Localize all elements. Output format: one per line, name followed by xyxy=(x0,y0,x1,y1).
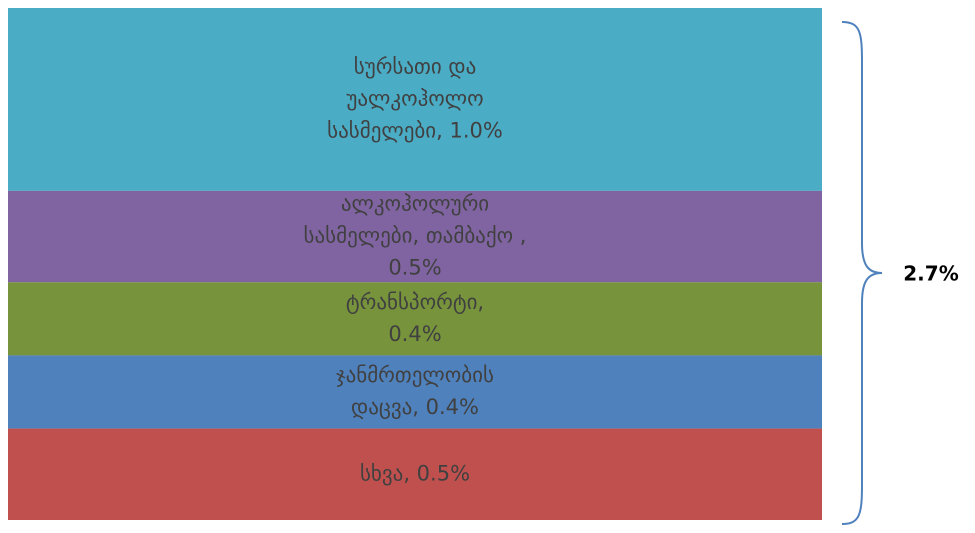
segment-2-label-line-1: 0.4% xyxy=(388,322,441,346)
total-brace xyxy=(841,21,883,525)
segment-3-label-line-1: დაცვა, 0.4% xyxy=(351,395,479,419)
segment-2-label-line-0: ტრანსპორტი, xyxy=(346,290,484,314)
segments-layer xyxy=(8,8,822,520)
segment-3-label-line-0: ჯანმრთელობის xyxy=(336,363,494,387)
segment-0-label-line-2: სასმელები, 1.0% xyxy=(327,118,503,142)
segment-1-label-line-0: ალკოჰოლური xyxy=(341,192,489,216)
segment-1 xyxy=(8,190,822,283)
segment-4-label-line-0: სხვა, 0.5% xyxy=(360,461,470,485)
segment-1-label-line-1: სასმელები, თამბაქო , xyxy=(304,224,527,248)
segment-4 xyxy=(8,428,822,520)
segment-0-label-line-1: უალკოჰოლო xyxy=(346,86,483,110)
total-label: 2.7% xyxy=(903,262,958,286)
segment-2 xyxy=(8,282,822,356)
labels-layer: სურსათი და უალკოჰოლო სასმელები, 1.0% ალკოჰო… xyxy=(304,54,527,485)
segment-0-label-line-0: სურსათი და xyxy=(354,54,477,78)
segment-1-label-line-2: 0.5% xyxy=(388,256,441,280)
segment-3 xyxy=(8,355,822,429)
segment-0 xyxy=(8,8,822,191)
